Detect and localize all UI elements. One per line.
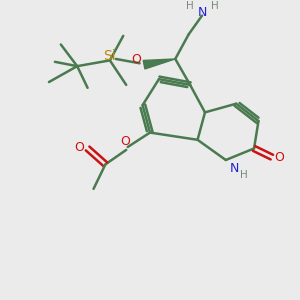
Text: Si: Si: [103, 49, 116, 63]
Text: H: H: [240, 170, 248, 180]
Polygon shape: [143, 59, 175, 69]
Text: O: O: [120, 135, 130, 148]
Text: O: O: [131, 53, 141, 66]
Text: O: O: [274, 151, 284, 164]
Text: H: H: [211, 1, 218, 10]
Text: N: N: [230, 162, 239, 175]
Text: H: H: [186, 1, 194, 10]
Text: O: O: [74, 140, 84, 154]
Text: N: N: [197, 6, 207, 19]
